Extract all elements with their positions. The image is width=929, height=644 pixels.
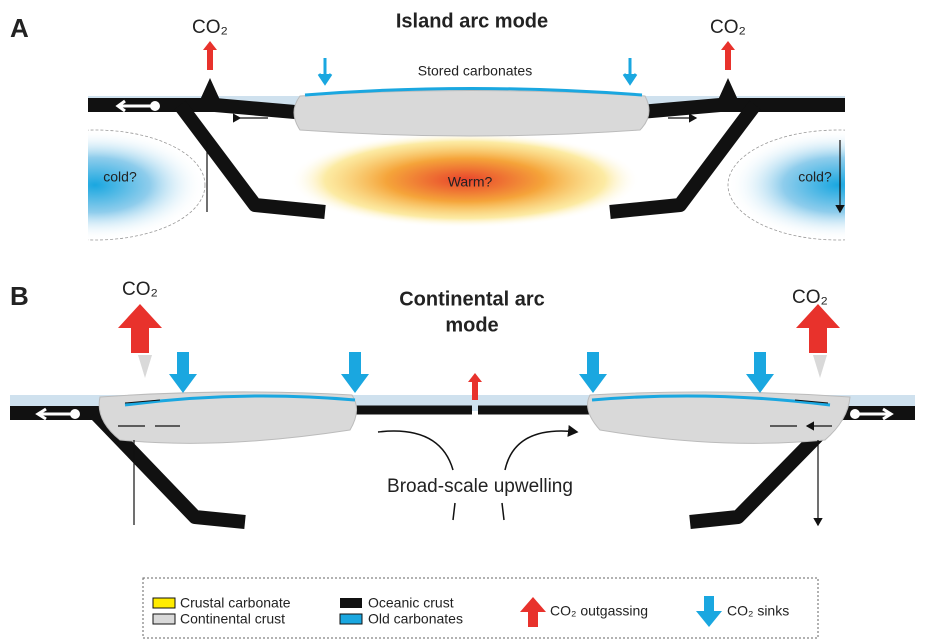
continental-crust [293, 90, 650, 137]
legend-label: Oceanic crust [368, 595, 454, 611]
sink-arrow-mantle [206, 140, 840, 212]
label: Broad-scale upwelling [387, 476, 573, 497]
upwelling-tail [452, 502, 505, 521]
legend-swatch [340, 598, 362, 608]
sink-arrows [169, 352, 774, 393]
panel-label: A [10, 13, 29, 43]
co2-label: CO₂ [192, 17, 228, 38]
co2-label: CO₂ [792, 287, 828, 308]
upwelling-arrow [377, 431, 577, 471]
label: Warm? [448, 174, 493, 190]
label: Stored carbonates [418, 63, 532, 79]
panel-title: Island arc mode [396, 10, 548, 32]
legend-swatch [520, 597, 546, 627]
slab [174, 100, 761, 219]
panel-title: mode [445, 314, 498, 336]
panel-label: B [10, 281, 29, 311]
label: cold? [798, 169, 832, 185]
plate-motion [115, 99, 153, 113]
co2-label: CO₂ [122, 279, 158, 300]
continental-crust [98, 391, 357, 444]
warm-region [290, 132, 640, 228]
legend-swatch [696, 596, 722, 627]
carbonates [304, 87, 643, 97]
legend-label: Crustal carbonate [180, 595, 291, 611]
legend-label: CO₂ outgassing [550, 603, 648, 619]
continental-crust [587, 391, 851, 444]
arc-volcano [138, 355, 827, 378]
legend-swatch [339, 613, 363, 625]
wedge [124, 399, 829, 404]
plate-motion [35, 407, 894, 421]
co2-label: CO₂ [710, 17, 746, 38]
sink-arrow-mantle [133, 440, 818, 525]
legend-box [142, 577, 819, 639]
cold-region [727, 129, 845, 241]
carbonates [124, 394, 831, 407]
legend-label: Continental crust [180, 611, 285, 627]
slab [89, 408, 845, 529]
legend-swatch [152, 613, 176, 625]
sink-arrow [317, 58, 638, 86]
legend-label: CO₂ sinks [727, 603, 789, 619]
panel-title: Continental arc [399, 288, 545, 310]
cold-region [88, 129, 206, 241]
legend-swatch [152, 597, 176, 609]
panel-a-section [88, 129, 845, 241]
label: cold? [103, 169, 137, 185]
legend-label: Old carbonates [368, 611, 463, 627]
outgassing-arrow [468, 373, 482, 400]
